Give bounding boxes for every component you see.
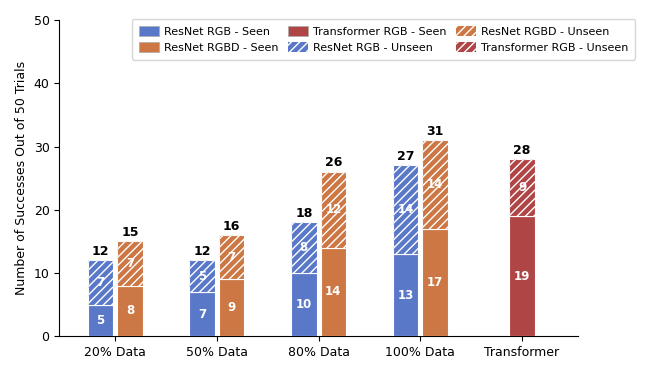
Bar [117,241,143,286]
Text: 9: 9 [228,301,236,314]
Text: 14: 14 [325,285,342,298]
Bar [509,159,535,216]
Text: 19: 19 [514,270,530,283]
Bar [509,159,535,216]
Text: 8: 8 [126,304,134,318]
Text: 12: 12 [193,245,211,258]
Bar [422,140,448,229]
Text: 5: 5 [96,314,105,327]
Bar [393,254,418,336]
Bar [393,165,418,254]
Bar [320,248,346,336]
Bar [88,260,113,305]
Text: 27: 27 [397,150,415,163]
Text: 7: 7 [97,276,105,289]
Text: 9: 9 [518,181,526,194]
Text: 14: 14 [427,178,443,191]
Bar [320,172,346,248]
Bar [88,305,113,336]
Text: 31: 31 [426,125,443,138]
Bar [393,165,418,254]
Bar [320,172,346,248]
Text: 17: 17 [427,276,443,289]
Text: 12: 12 [325,203,342,216]
Legend: ResNet RGB - Seen, ResNet RGBD - Seen, Transformer RGB - Seen, ResNet RGB - Unse: ResNet RGB - Seen, ResNet RGBD - Seen, T… [132,19,636,60]
Bar [291,273,316,336]
Bar [117,286,143,336]
Text: 7: 7 [198,308,206,321]
Text: 10: 10 [295,298,312,311]
Y-axis label: Number of Successes Out of 50 Trials: Number of Successes Out of 50 Trials [15,61,28,295]
Text: 14: 14 [397,203,414,216]
Bar [509,159,535,216]
Text: 8: 8 [300,241,308,254]
Text: 5: 5 [198,270,207,283]
Text: 18: 18 [295,207,313,220]
Text: 15: 15 [121,226,139,239]
Text: 7: 7 [126,257,134,270]
Bar [291,223,316,273]
Bar [219,235,244,279]
Bar [320,172,346,248]
Bar [219,279,244,336]
Bar [190,260,215,292]
Text: 16: 16 [223,220,240,233]
Bar [190,292,215,336]
Bar [88,260,113,305]
Bar [219,235,244,279]
Bar [190,260,215,292]
Text: 28: 28 [513,144,531,157]
Bar [117,241,143,286]
Text: 26: 26 [324,156,342,169]
Bar [291,223,316,273]
Bar [422,140,448,229]
Bar [117,241,143,286]
Bar [422,140,448,229]
Bar [88,260,113,305]
Text: 7: 7 [228,251,236,264]
Bar [219,235,244,279]
Bar [422,229,448,336]
Bar [190,260,215,292]
Bar [291,223,316,273]
Text: 12: 12 [91,245,109,258]
Text: 13: 13 [397,289,414,302]
Bar [393,165,418,254]
Bar [509,216,535,336]
